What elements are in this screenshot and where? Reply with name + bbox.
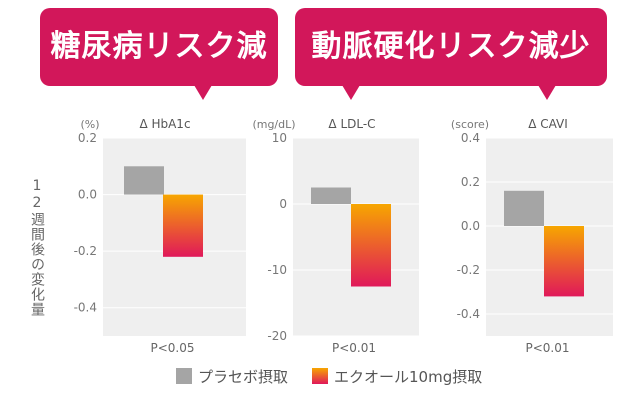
equol-bar — [544, 226, 584, 297]
y-tick-label: -0.2 — [457, 263, 480, 277]
y-tick-label: -20 — [267, 329, 287, 343]
y-tick-label: -0.4 — [74, 301, 97, 315]
arteriosclerosis-risk-label: 動脈硬化リスク減少 — [311, 29, 591, 64]
chart-title: Δ HbA1c — [139, 117, 190, 131]
y-tick-label: -10 — [267, 263, 287, 277]
legend-placebo-label: プラセボ摂取 — [198, 367, 289, 386]
equol-bar — [351, 204, 391, 287]
y-tick-label: -0.2 — [74, 244, 97, 258]
equol-bar — [163, 194, 203, 257]
y-tick-label: 0.4 — [461, 131, 480, 145]
chart-title: Δ CAVI — [528, 117, 568, 131]
legend-equol-label: エクオール10mg摂取 — [334, 367, 483, 386]
y-tick-label: 0 — [279, 197, 287, 211]
placebo-swatch — [176, 368, 192, 384]
legend: プラセボ摂取 エクオール10mg摂取 — [176, 366, 482, 386]
y-tick-label: 0.2 — [78, 131, 97, 145]
callout-pointer — [342, 85, 360, 100]
diabetes-risk-callout: 糖尿病リスク減少 — [40, 8, 278, 142]
y-tick-label: -0.4 — [457, 307, 480, 321]
unit-label: (score) — [451, 118, 489, 131]
y-tick-label: 0.2 — [461, 175, 480, 189]
placebo-bar — [124, 166, 164, 195]
diabetes-risk-label: 糖尿病リスク減少 — [50, 29, 268, 142]
y-tick-label: 0.0 — [461, 219, 480, 233]
p-value-label: P<0.01 — [525, 341, 569, 355]
unit-label: (%) — [80, 118, 99, 131]
callout-pointer — [194, 85, 212, 100]
y-tick-label: 0.0 — [78, 188, 97, 202]
unit-label: (mg/dL) — [252, 118, 295, 131]
chart-title: Δ LDL-C — [328, 117, 375, 131]
y-tick-label: 10 — [272, 131, 287, 145]
y-axis-title: 12週間後の変化量 — [29, 178, 45, 317]
placebo-bar — [311, 187, 351, 204]
placebo-bar — [504, 190, 544, 226]
p-value-label: P<0.05 — [150, 341, 194, 355]
arteriosclerosis-risk-callout: 動脈硬化リスク減少 — [295, 8, 607, 100]
equol-swatch — [312, 368, 329, 384]
p-value-label: P<0.01 — [332, 341, 376, 355]
callout-pointer — [538, 85, 556, 100]
